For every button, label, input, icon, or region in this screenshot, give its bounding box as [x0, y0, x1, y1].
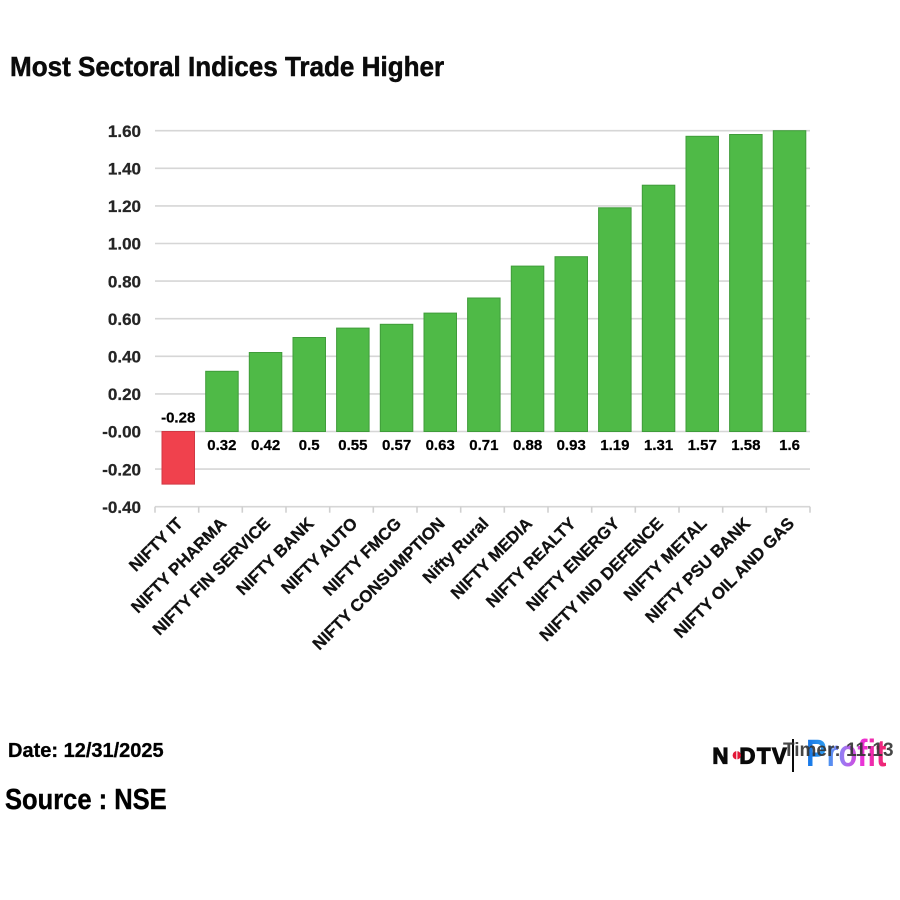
svg-text:0.71: 0.71 — [469, 437, 498, 454]
svg-text:DTV: DTV — [740, 743, 789, 768]
svg-text:1.58: 1.58 — [731, 437, 760, 454]
svg-text:0.57: 0.57 — [382, 437, 411, 454]
svg-text:-0.28: -0.28 — [161, 410, 195, 427]
svg-text:1.6: 1.6 — [779, 437, 800, 454]
svg-text:0.40: 0.40 — [108, 348, 141, 367]
svg-text:-0.40: -0.40 — [102, 498, 141, 517]
svg-text:0.32: 0.32 — [207, 437, 236, 454]
svg-text:0.63: 0.63 — [426, 437, 455, 454]
svg-text:0.93: 0.93 — [557, 437, 586, 454]
svg-text:-0.00: -0.00 — [102, 423, 141, 442]
svg-text:1.60: 1.60 — [108, 122, 141, 141]
svg-text:1.31: 1.31 — [644, 437, 673, 454]
svg-text:1.20: 1.20 — [108, 197, 141, 216]
svg-text:0.5: 0.5 — [299, 437, 320, 454]
svg-text:0.20: 0.20 — [108, 385, 141, 404]
svg-text:N: N — [713, 743, 729, 768]
svg-text:0.42: 0.42 — [251, 437, 280, 454]
svg-text:1.40: 1.40 — [108, 160, 141, 179]
svg-text:0.88: 0.88 — [513, 437, 542, 454]
svg-text:1.00: 1.00 — [108, 235, 141, 254]
svg-text:0.55: 0.55 — [338, 437, 367, 454]
svg-text:1.19: 1.19 — [600, 437, 629, 454]
svg-text:0.80: 0.80 — [108, 272, 141, 291]
svg-text:-0.20: -0.20 — [102, 460, 141, 479]
svg-text:1.57: 1.57 — [688, 437, 717, 454]
svg-text:0.60: 0.60 — [108, 310, 141, 329]
